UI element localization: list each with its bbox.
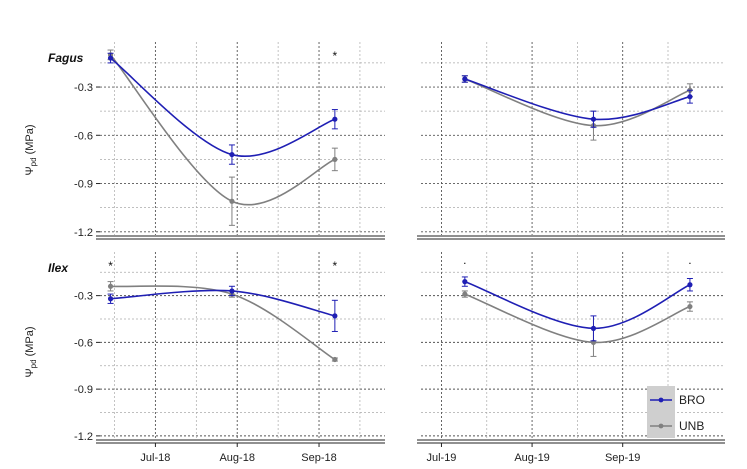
series-line-unb [110,285,336,361]
data-point-bro [332,116,338,122]
panel-ilex: -1.2 -0.9 -0.6 -0.3 Jul-18 Aug-18 Sep-18 Ilex * * [48,252,385,464]
data-point-bro [687,94,693,100]
data-point-bro [687,282,693,288]
significance-mark: * [333,259,338,273]
data-point-unb [332,156,338,163]
significance-mark: . [463,253,466,267]
legend-label-unb: UNB [679,419,704,433]
data-point-bro [229,151,235,158]
y-axis-symbol: Ψ [24,166,36,175]
y-axis-subscript: pd [29,359,38,368]
x-tick-label: Jul-19 [426,452,456,464]
data-point-bro [332,313,338,319]
data-point-unb [462,291,468,297]
y-tick-label: -0.9 [74,179,93,191]
panel-r1c1: Jul-19 Aug-19 Sep-19.. [417,252,725,464]
panel-label: Ilex [48,261,69,275]
data-point-bro [462,279,468,285]
data-point-bro [462,76,468,82]
y-axis-unit: (MPa) [24,326,36,356]
legend-swatch-point [658,423,664,429]
data-point-unb [332,356,338,363]
y-tick-label: -0.9 [74,384,93,396]
y-tick-label: -0.6 [74,130,93,142]
x-tick-label: Jul-18 [140,452,170,464]
data-point-bro [107,296,114,302]
panel-label: Fagus [48,51,84,65]
x-tick-label: Aug-18 [219,452,254,464]
y-tick-label: -0.3 [74,291,93,303]
y-tick-label: -0.6 [74,337,93,349]
x-tick-label: Aug-19 [514,452,549,464]
significance-mark: * [333,49,338,63]
data-point-unb [687,303,693,310]
x-tick-label: Sep-19 [605,452,640,464]
y-tick-label: -0.3 [74,82,93,94]
series-line-bro [110,57,336,157]
significance-mark: . [688,253,691,267]
data-point-unb [229,198,235,204]
legend: BRO UNB [647,386,705,438]
plot-area: -1.2 -0.9 -0.6 -0.3 Fagus * -1.2 -0.9 -0.6 -0.3 Ju… [48,42,725,464]
legend-swatch-point [658,397,664,403]
y-tick-label: -1.2 [74,227,93,239]
data-point-unb [107,283,114,289]
significance-mark: * [108,259,113,273]
x-tick-label: Sep-18 [301,452,336,464]
y-tick-label: -1.2 [74,431,93,443]
data-point-bro [590,325,597,331]
y-axis-title-top: Ψpd (MPa) [24,124,38,175]
series-line-unb [109,54,336,206]
data-point-bro [107,55,114,61]
data-point-bro [590,116,597,122]
legend-key-background [647,386,675,438]
legend-label-bro: BRO [679,393,705,407]
panel-fagus: -1.2 -0.9 -0.6 -0.3 Fagus * [48,42,385,240]
y-axis-subscript: pd [29,157,38,166]
y-axis-title-bottom: Ψpd (MPa) [24,326,38,377]
series-line-bro [110,289,336,317]
panel-r0c1 [417,42,725,240]
data-point-bro [229,288,235,294]
y-axis-symbol: Ψ [24,368,36,377]
y-axis-unit: (MPa) [24,124,36,154]
